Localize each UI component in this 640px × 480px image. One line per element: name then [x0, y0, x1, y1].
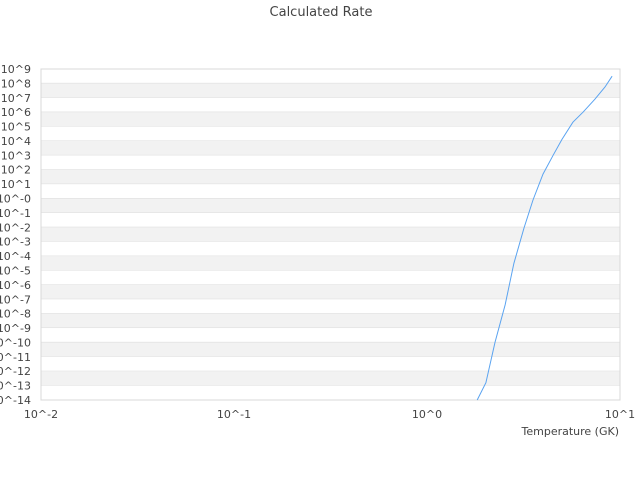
grid-band — [41, 198, 620, 213]
y-tick-label: 10^9 — [1, 63, 31, 76]
grid-band — [41, 328, 620, 343]
x-axis-label: Temperature (GK) — [521, 425, 620, 438]
grid-band — [41, 212, 620, 228]
y-tick-label: 10^-1 — [0, 207, 31, 220]
y-tick-label: 10^2 — [1, 164, 31, 177]
y-tick-label: 10^-14 — [0, 394, 31, 407]
y-tick-label: 10^1 — [1, 178, 31, 191]
y-tick-label: 10^-3 — [0, 236, 31, 249]
grid-band — [41, 356, 620, 372]
y-tick-label: 10^-12 — [0, 365, 31, 378]
y-tick-label: 10^-7 — [0, 293, 31, 306]
grid-band — [41, 299, 620, 314]
y-tick-label: 10^-6 — [0, 279, 31, 292]
grid-band — [41, 270, 620, 285]
plot-frame — [40, 68, 621, 401]
grid-band — [41, 385, 620, 400]
y-tick-label: 10^-11 — [0, 351, 31, 364]
grid-band — [41, 140, 620, 156]
y-tick-label: 10^3 — [1, 149, 31, 162]
y-tick-label: 10^-4 — [0, 250, 31, 263]
y-tick-label: 10^-9 — [0, 322, 31, 335]
grid-band — [41, 184, 620, 199]
x-tick-label: 10^0 — [412, 408, 442, 421]
rate-series-line — [476, 75, 613, 401]
grid-band — [41, 97, 620, 113]
grid-band — [41, 155, 620, 170]
grid-band — [41, 227, 620, 242]
y-tick-label: 10^-0 — [0, 193, 31, 206]
grid-band — [41, 83, 620, 98]
y-tick-label: 10^-2 — [0, 221, 31, 234]
x-tick-label: 10^1 — [605, 408, 635, 421]
grid-band — [41, 241, 620, 257]
y-tick-label: 10^-10 — [0, 336, 31, 349]
y-tick-label: 10^4 — [1, 135, 31, 148]
grid-band — [41, 313, 620, 329]
x-tick-label: 10^-1 — [217, 408, 251, 421]
y-tick-label: 10^7 — [1, 92, 31, 105]
grid-band — [41, 69, 620, 84]
grid-band — [41, 371, 620, 386]
y-tick-label: 10^-13 — [0, 380, 31, 393]
grid-band — [41, 126, 620, 141]
y-tick-label: 10^-8 — [0, 308, 31, 321]
y-tick-label: 10^8 — [1, 77, 31, 90]
grid-band — [41, 342, 620, 357]
grid-band — [41, 284, 620, 300]
grid-band — [41, 169, 620, 185]
grid-band — [41, 112, 620, 127]
y-tick-label: 10^6 — [1, 106, 31, 119]
y-tick-label: 10^-5 — [0, 264, 31, 277]
grid-band — [41, 256, 620, 271]
chart-title: Calculated Rate — [270, 5, 373, 20]
x-tick-label: 10^-2 — [24, 408, 58, 421]
y-tick-label: 10^5 — [1, 121, 31, 134]
